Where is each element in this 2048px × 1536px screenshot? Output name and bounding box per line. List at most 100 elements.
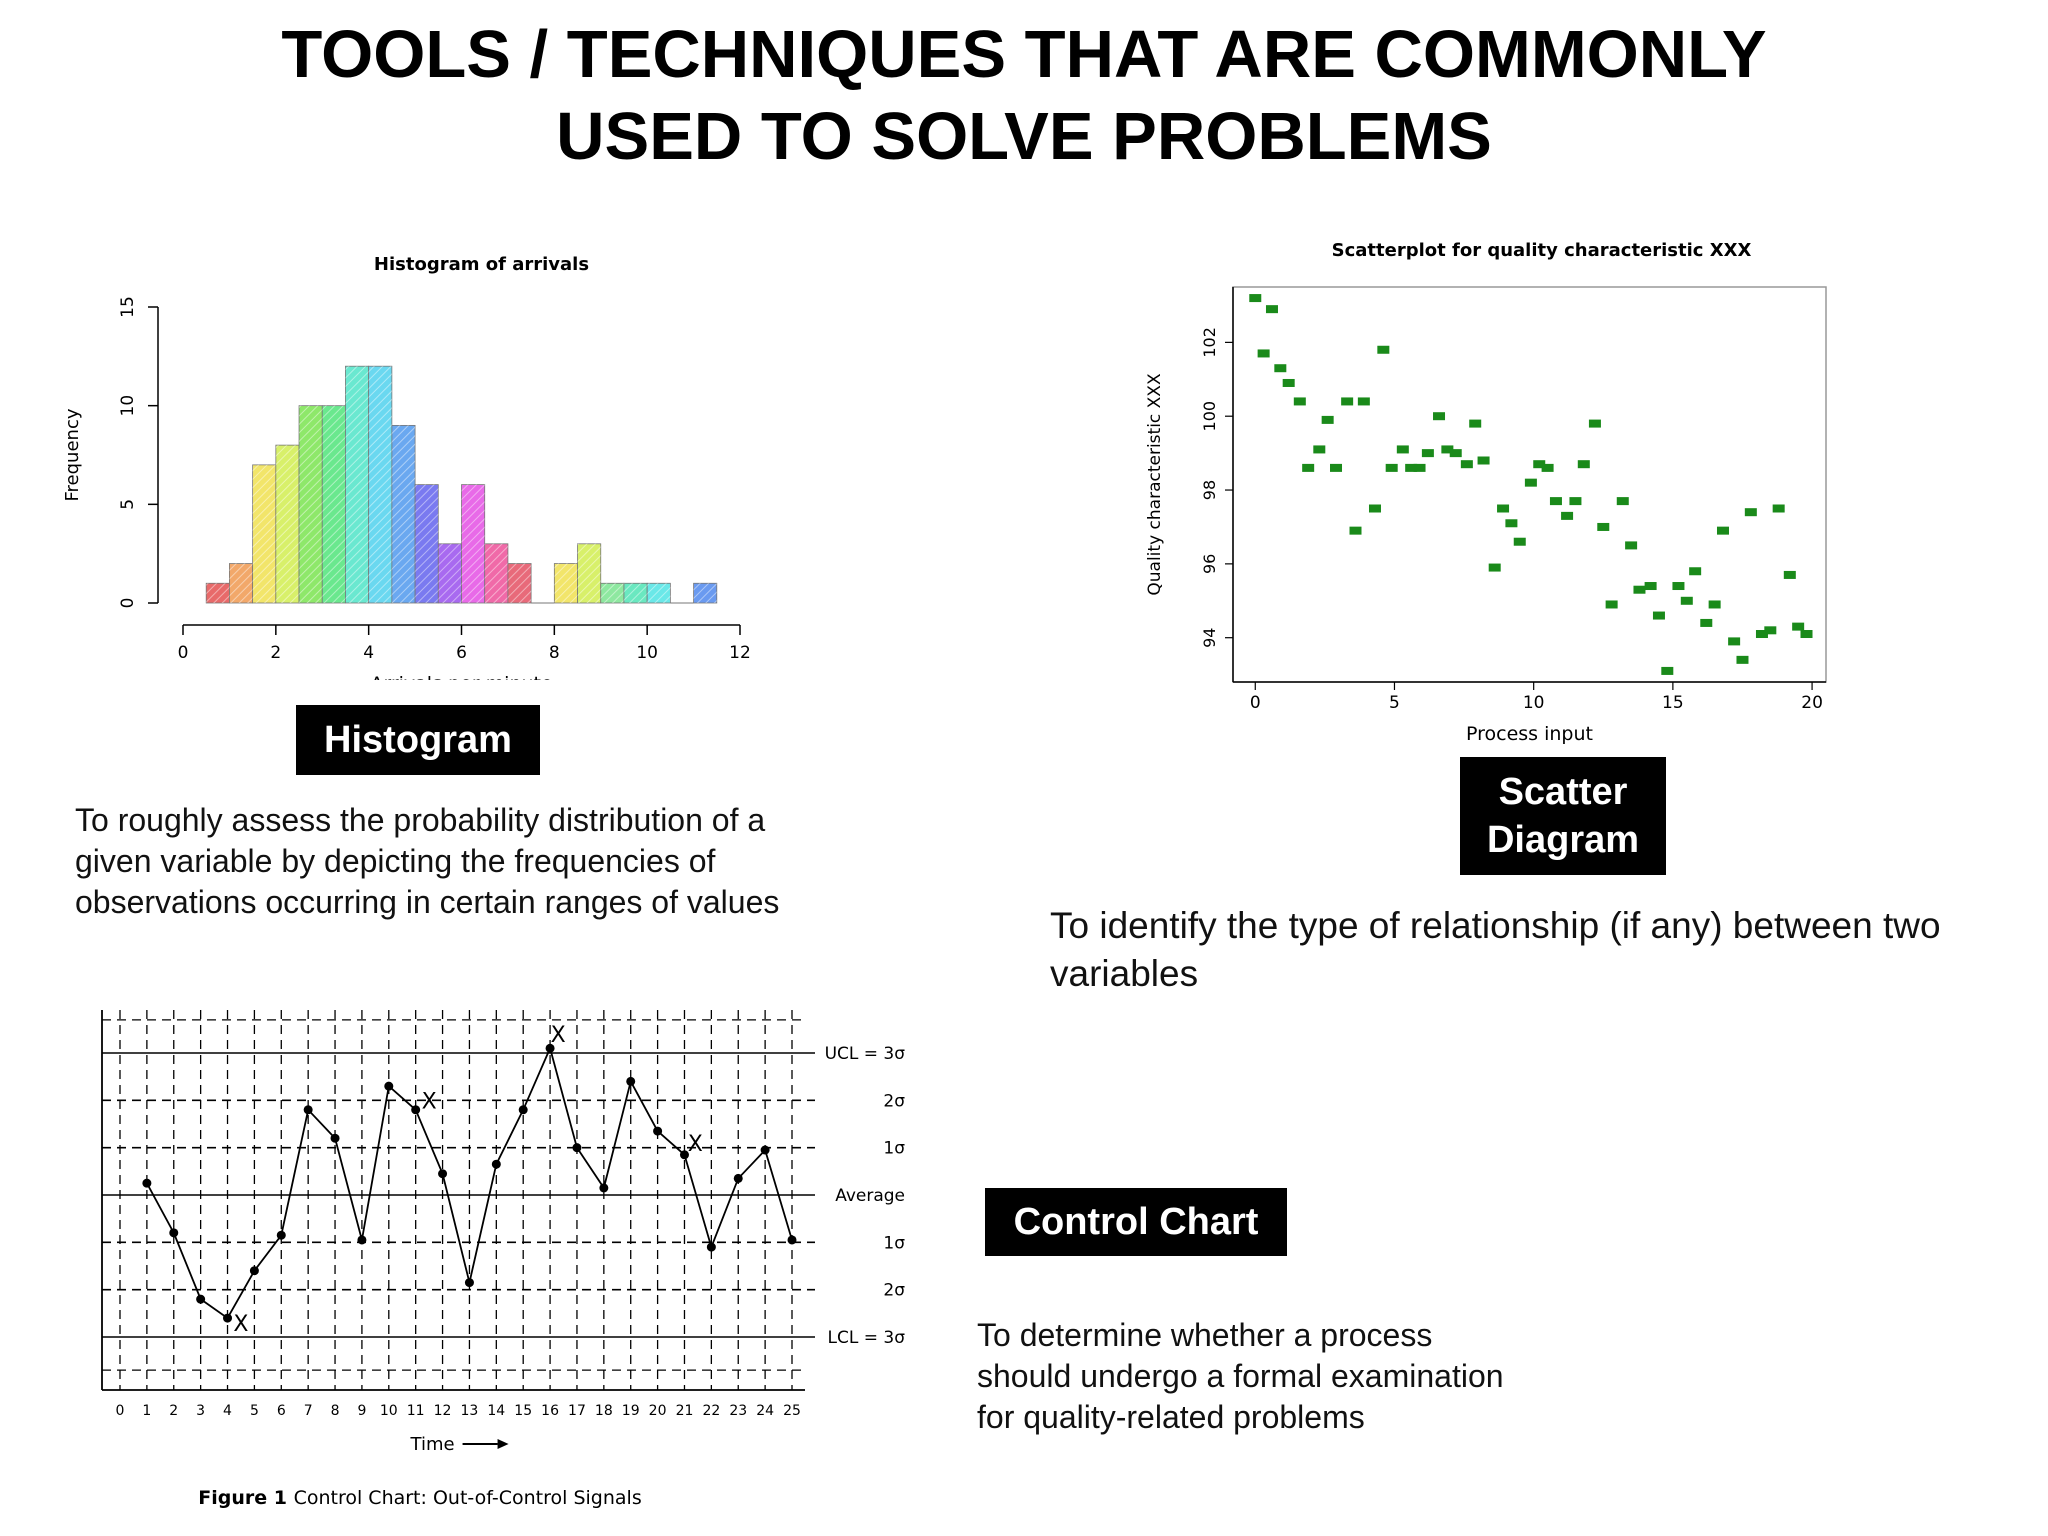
scatter-point bbox=[1736, 655, 1749, 664]
histogram-bar bbox=[646, 582, 671, 604]
scatter-point bbox=[1755, 630, 1768, 639]
control-x-tick-label: 22 bbox=[702, 1403, 720, 1419]
scatter-point bbox=[1800, 630, 1813, 639]
histogram-bar bbox=[205, 582, 230, 604]
control-x-tick-label: 17 bbox=[568, 1403, 586, 1419]
scatter-point bbox=[1449, 449, 1462, 458]
control-x-tick-label: 5 bbox=[250, 1403, 259, 1419]
scatter-point bbox=[1265, 305, 1278, 314]
scatter-point bbox=[1293, 397, 1306, 406]
histogram-y-tick-label: 0 bbox=[118, 598, 138, 609]
scatter-point bbox=[1533, 460, 1546, 469]
scatter-point bbox=[1368, 504, 1381, 513]
control-data-point bbox=[276, 1230, 286, 1240]
histogram-bar-hatch bbox=[623, 583, 648, 603]
scatter-y-tick-label: 94 bbox=[1200, 628, 1219, 648]
histogram-bar bbox=[600, 582, 625, 604]
control-signal-mark: X bbox=[422, 1089, 437, 1114]
scatter-title: Scatterplot for quality characteristic X… bbox=[1332, 240, 1752, 261]
histogram-bar bbox=[507, 563, 532, 604]
scatter-point bbox=[1716, 526, 1729, 535]
scatter-point bbox=[1421, 449, 1434, 458]
control-data-point bbox=[545, 1043, 555, 1053]
control-x-tick-label: 10 bbox=[380, 1403, 398, 1419]
scatter-description-line-1: To identify the type of relationship (if… bbox=[1050, 905, 1941, 946]
control-level-label: 1σ bbox=[883, 1139, 905, 1159]
scatter-point bbox=[1497, 504, 1510, 513]
scatter-point bbox=[1652, 611, 1665, 620]
control-x-tick-label: 12 bbox=[434, 1403, 452, 1419]
scatter-point bbox=[1672, 582, 1685, 591]
control-data-point bbox=[196, 1294, 206, 1304]
histogram-y-tick-label: 10 bbox=[118, 395, 138, 417]
scatter-point bbox=[1274, 364, 1287, 373]
histogram-x-label: Arrivals per minute bbox=[370, 673, 552, 680]
histogram-y-label: Frequency bbox=[62, 408, 83, 501]
scatter-point bbox=[1249, 294, 1262, 303]
control-data-point bbox=[384, 1081, 394, 1091]
control-x-tick-label: 7 bbox=[304, 1403, 313, 1419]
scatter-description-line-2: variables bbox=[1050, 953, 1199, 994]
control-level-label: UCL = 3σ bbox=[825, 1044, 906, 1064]
scatter-point bbox=[1764, 626, 1777, 635]
control-x-tick-label: 24 bbox=[756, 1403, 774, 1419]
control-level-label: Average bbox=[835, 1186, 905, 1206]
histogram-bar-hatch bbox=[322, 405, 346, 603]
scatter-point bbox=[1597, 522, 1610, 531]
histogram-x-tick-label: 10 bbox=[636, 643, 658, 663]
scatter-point bbox=[1524, 478, 1537, 487]
control-x-tick-label: 4 bbox=[223, 1403, 232, 1419]
histogram-bar-hatch bbox=[507, 563, 532, 603]
histogram-description-line-2: given variable by depicting the frequenc… bbox=[75, 843, 716, 879]
histogram-label: Histogram bbox=[296, 705, 540, 775]
histogram-bar-hatch bbox=[484, 543, 508, 603]
scatter-x-tick-label: 15 bbox=[1662, 693, 1684, 713]
scatter-point bbox=[1708, 600, 1721, 609]
histogram-bar-hatch bbox=[391, 425, 416, 603]
histogram-description-line-1: To roughly assess the probability distri… bbox=[75, 802, 766, 838]
histogram-bar bbox=[321, 405, 346, 604]
control-data-point bbox=[411, 1105, 421, 1115]
histogram-y-tick-label: 5 bbox=[118, 499, 138, 510]
scatter-point bbox=[1488, 563, 1501, 572]
control-x-tick-label: 16 bbox=[541, 1403, 559, 1419]
histogram-bar bbox=[484, 543, 509, 604]
scatter-y-tick-label: 102 bbox=[1200, 327, 1219, 358]
control-x-tick-label: 19 bbox=[622, 1403, 640, 1419]
control-data-point bbox=[787, 1235, 797, 1245]
control-signal-mark: X bbox=[688, 1132, 703, 1157]
control-data-point bbox=[572, 1143, 582, 1153]
histogram-bar bbox=[229, 563, 254, 604]
control-x-tick-label: 23 bbox=[729, 1403, 747, 1419]
scatter-y-tick-label: 100 bbox=[1200, 401, 1219, 432]
scatter-chart: Scatterplot for quality characteristic X… bbox=[1145, 240, 1827, 745]
scatter-point bbox=[1588, 419, 1601, 428]
histogram-bar-hatch bbox=[275, 445, 300, 603]
scatter-y-label: Quality characteristic XXX bbox=[1145, 373, 1165, 596]
page-title-line-1: TOOLS / TECHNIQUES THAT ARE COMMONLY bbox=[281, 17, 1767, 92]
scatter-point bbox=[1644, 582, 1657, 591]
scatter-point bbox=[1413, 463, 1426, 472]
control-data-point bbox=[706, 1242, 716, 1252]
scatter-point bbox=[1302, 463, 1315, 472]
scatter-y-tick-label: 96 bbox=[1200, 554, 1219, 574]
histogram-bar bbox=[437, 543, 462, 604]
scatter-point bbox=[1505, 519, 1518, 528]
scatter-x-label: Process input bbox=[1466, 723, 1593, 745]
control-data-point bbox=[733, 1173, 743, 1183]
control-data-point bbox=[223, 1313, 233, 1323]
scatter-point bbox=[1728, 637, 1741, 646]
control-x-tick-label: 13 bbox=[461, 1403, 479, 1419]
scatter-point bbox=[1700, 618, 1713, 627]
histogram-x-tick-label: 4 bbox=[363, 643, 374, 663]
scatter-point bbox=[1541, 463, 1554, 472]
scatter-point bbox=[1577, 460, 1590, 469]
scatter-x-tick-label: 0 bbox=[1250, 693, 1261, 713]
control-x-tick-label: 18 bbox=[595, 1403, 613, 1419]
scatter-point bbox=[1282, 378, 1295, 387]
scatter-point bbox=[1377, 345, 1390, 354]
control-data-point bbox=[626, 1076, 636, 1086]
histogram-bar-hatch bbox=[345, 366, 369, 603]
control-x-tick-label: 2 bbox=[169, 1403, 178, 1419]
control-description-line-2: should undergo a formal examination bbox=[977, 1358, 1504, 1394]
